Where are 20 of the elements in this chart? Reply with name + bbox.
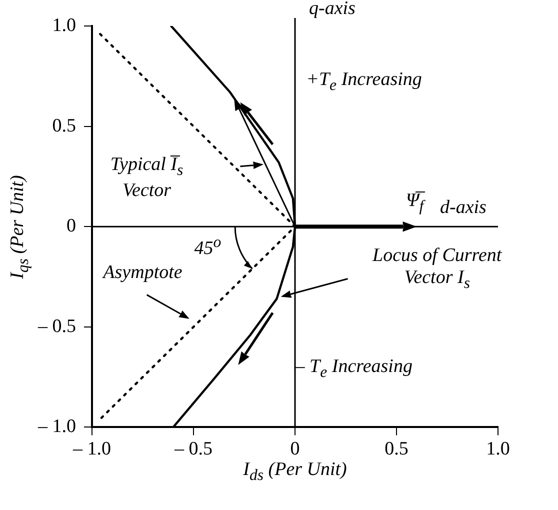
annotation: 45$^{o}$ <box>194 234 222 260</box>
annotation: +T$_{e}$ Increasing <box>306 69 422 96</box>
x-tick-label: 1.0 <box>486 438 510 460</box>
annotation: Ψ̅$_{f}$ <box>406 190 424 216</box>
annotation: Typical I̅$_{s}$ Vector <box>110 154 184 202</box>
x-tick-label: – 0.5 <box>174 438 212 460</box>
y-tick-label: 0.5 <box>52 115 76 136</box>
ref-line-label: d-axis <box>440 196 486 219</box>
x-tick-label: 0 <box>290 438 300 460</box>
x-axis-title: I$_{ds}$ (Per Unit) <box>243 459 347 485</box>
annotation: – T$_{e}$ Increasing <box>295 356 412 382</box>
ref-line-label: q-axis <box>309 0 356 20</box>
x-tick-label: – 1.0 <box>72 438 111 460</box>
y-tick-label: 1.0 <box>52 14 76 36</box>
annotation: Asymptote <box>103 262 182 284</box>
y-tick-label: – 1.0 <box>37 416 76 438</box>
y-tick-label: – 0.5 <box>37 316 76 337</box>
x-tick-label: 0.5 <box>384 438 408 460</box>
y-tick-label: 0 <box>66 216 76 237</box>
annotation: Locus of Current Vector I$_{s}$ <box>372 244 502 293</box>
